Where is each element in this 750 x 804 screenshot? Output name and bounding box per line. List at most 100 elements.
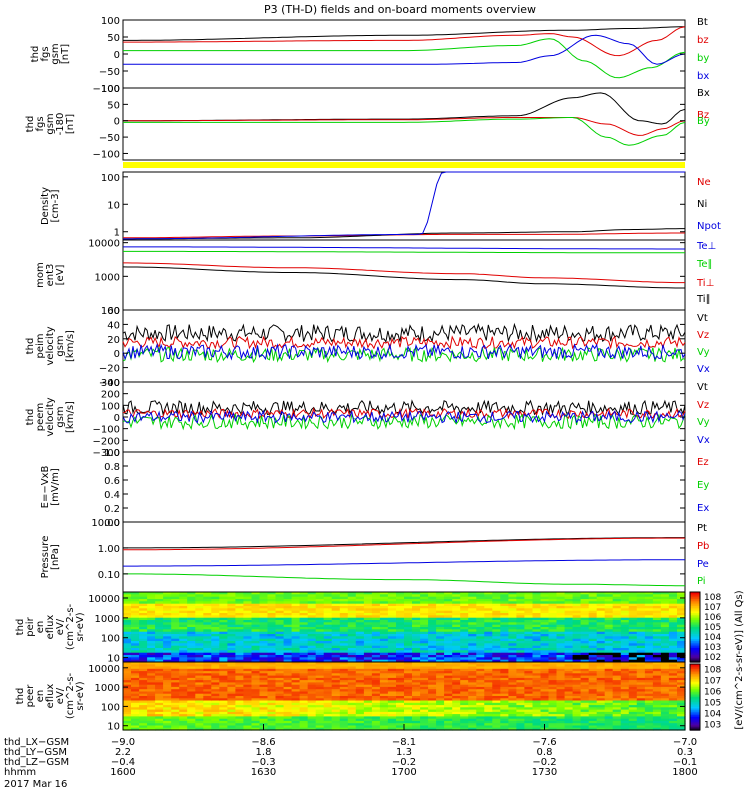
ylabel-line: -180 bbox=[55, 113, 66, 136]
ytick-label-9-2: 100 bbox=[101, 634, 120, 645]
legend-6-3: Vx bbox=[697, 435, 710, 446]
ylabel-line: en bbox=[35, 690, 46, 703]
ytick-label-5-3: 0 bbox=[114, 349, 120, 360]
series-Pe-panel-8 bbox=[123, 559, 685, 567]
series-bz-panel-1 bbox=[123, 26, 686, 57]
series-Pb-panel-8 bbox=[123, 537, 685, 551]
ylabel-line: peer bbox=[25, 684, 36, 708]
xaxis-row-value-0-0: −9.0 bbox=[111, 737, 135, 748]
ylabel-line: gsm bbox=[55, 406, 66, 427]
spectrogram-9 bbox=[123, 592, 686, 663]
xaxis-row-value-3-2: 1700 bbox=[391, 767, 416, 778]
ytick-label-6-0: 300 bbox=[101, 378, 120, 389]
series-Pt-panel-8 bbox=[123, 537, 685, 549]
series-Vx-panel-5 bbox=[122, 342, 686, 361]
legend-2-2: By bbox=[697, 116, 710, 127]
ytick-label-8-0: 10.00 bbox=[91, 518, 120, 529]
legend-1-1: bz bbox=[697, 35, 709, 46]
xaxis-row-value-0-3: −7.6 bbox=[532, 737, 556, 748]
ytick-label-10-3: 10 bbox=[107, 722, 120, 733]
ylabel-line: thd bbox=[25, 409, 36, 426]
colorbar-tick-2-3: 105 bbox=[704, 699, 721, 709]
ylabel-panel-2: thd fgs gsm -180 [nT] bbox=[25, 113, 76, 136]
ytick-label-3-0: 100 bbox=[101, 173, 120, 184]
ylabel-line: [nT] bbox=[60, 44, 71, 64]
series-Te-panel-4 bbox=[123, 246, 685, 250]
legend-7-1: Ey bbox=[697, 480, 709, 491]
legend-4-0: Te⊥ bbox=[696, 241, 716, 252]
ytick-label-7-1: 0.8 bbox=[104, 462, 120, 473]
series-Te-panel-4 bbox=[123, 250, 685, 254]
legend-4-3: Ti∥ bbox=[696, 294, 711, 305]
ylabel-line: Density bbox=[40, 187, 51, 225]
ylabel-panel-9: thd peir en eflux eV/(cm^2-s-sr-eV) bbox=[15, 603, 86, 650]
xaxis-row-value-0-2: −8.1 bbox=[392, 737, 416, 748]
colorbar-tick-1-6: 102 bbox=[704, 653, 721, 663]
ylabel-line: thd bbox=[25, 116, 36, 133]
series-Bt-panel-1 bbox=[123, 26, 685, 41]
colorbar-tick-1-0: 108 bbox=[704, 593, 721, 603]
ylabel-line: eflux bbox=[45, 684, 56, 709]
ylabel-line: [cm-3] bbox=[50, 189, 61, 222]
ylabel-panel-3: Density [cm-3] bbox=[40, 187, 61, 225]
xaxis-row-label-3: hhmm bbox=[4, 767, 36, 778]
ytick-label-5-5: −40 bbox=[99, 378, 120, 389]
colorbar-tick-2-0: 108 bbox=[704, 666, 721, 676]
ylabel-line: en bbox=[35, 621, 46, 634]
colorbar-title-text: [eV/(cm^2-s-sr-eV)] (All Qs) bbox=[734, 590, 745, 729]
ytick-label-2-4: −100 bbox=[93, 149, 120, 160]
ylabel-line: sr-eV) bbox=[75, 681, 86, 710]
xaxis-row-label-2: thd_LZ−GSM bbox=[4, 757, 69, 768]
ylabel-line: thd bbox=[15, 688, 26, 705]
ytick-label-1-4: −100 bbox=[93, 84, 120, 95]
ylabel-line: E=−VxB bbox=[40, 466, 51, 509]
ytick-label-4-1: 1000 bbox=[95, 272, 120, 283]
xaxis-row-label-0: thd_LX−GSM bbox=[4, 737, 69, 748]
ylabel-panel-4: mom ent3 [eV] bbox=[35, 262, 66, 288]
series-Ti-panel-4 bbox=[122, 266, 685, 289]
panel-frame-7 bbox=[122, 451, 686, 523]
ylabel-line: ent3 bbox=[45, 264, 56, 287]
xaxis-row-value-0-4: −7.0 bbox=[673, 737, 697, 748]
legend-6-2: Vy bbox=[697, 417, 710, 428]
ytick-label-1-0: 100 bbox=[101, 16, 120, 27]
legend-5-1: Vz bbox=[697, 330, 709, 341]
xaxis-row-label-1: thd_LY−GSM bbox=[4, 747, 67, 758]
xaxis-row-value-2-3: −0.2 bbox=[532, 757, 556, 768]
legend-4-1: Te∥ bbox=[696, 259, 713, 270]
colorbar-frame-2 bbox=[689, 663, 701, 731]
colorbar-tick-1-4: 104 bbox=[704, 633, 721, 643]
ytick-label-3-1: 10 bbox=[107, 200, 120, 211]
ylabel-line: velocity bbox=[45, 326, 56, 365]
series-Pi-panel-8 bbox=[123, 573, 685, 587]
ylabel-line: (cm^2-s- bbox=[65, 603, 76, 650]
xaxis-row-value-3-0: 1600 bbox=[110, 767, 135, 778]
colorbar-tick-1-3: 105 bbox=[704, 623, 721, 633]
panel-frame-1 bbox=[122, 19, 686, 89]
ytick-label-8-1: 1.00 bbox=[98, 544, 120, 555]
ytick-label-10-1: 1000 bbox=[95, 683, 120, 694]
legend-7-0: Ez bbox=[697, 457, 709, 468]
legend-8-1: Pb bbox=[697, 541, 709, 552]
panel-frame-2 bbox=[122, 87, 686, 161]
legend-3-2: Npot bbox=[697, 221, 721, 232]
ylabel-panel-7: E=−VxB [mV/m] bbox=[40, 466, 61, 509]
ytick-label-1-2: 0 bbox=[114, 50, 120, 61]
legend-2-0: Bx bbox=[697, 88, 710, 99]
ytick-label-7-5: 0.0 bbox=[104, 518, 120, 529]
ylabel-panel-10: thd peer en eflux eV/(cm^2-s-sr-eV) bbox=[15, 672, 86, 719]
xaxis-row-value-1-0: 2.2 bbox=[115, 747, 131, 758]
legend-5-2: Vy bbox=[697, 347, 710, 358]
series-Vz-panel-5 bbox=[122, 335, 686, 350]
ytick-label-2-2: 0 bbox=[114, 117, 120, 128]
xaxis-date: 2017 Mar 16 bbox=[4, 779, 67, 790]
panel-frame-3 bbox=[122, 171, 686, 241]
legend-1-2: by bbox=[697, 53, 709, 64]
ytick-label-6-2: 100 bbox=[101, 401, 120, 412]
legend-8-0: Pt bbox=[697, 523, 707, 534]
ytick-label-7-3: 0.4 bbox=[104, 490, 120, 501]
legend-3-0: Ne bbox=[697, 177, 711, 188]
ytick-label-5-1: 40 bbox=[107, 320, 120, 331]
ytick-label-9-0: 10000 bbox=[88, 594, 120, 605]
